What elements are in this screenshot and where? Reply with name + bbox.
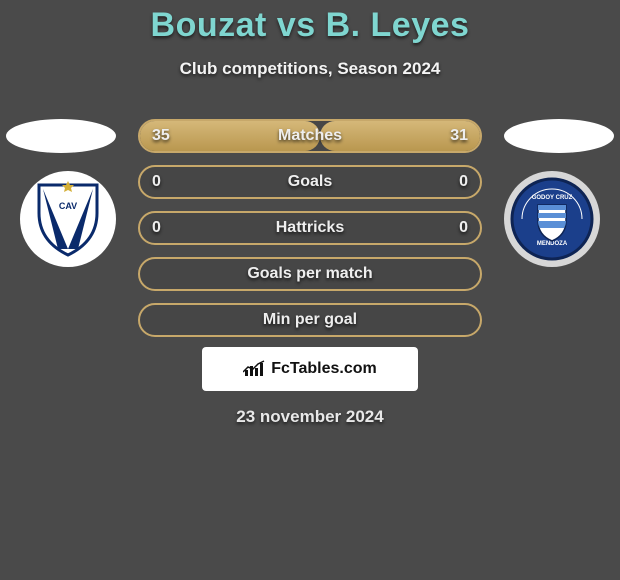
velez-crest-icon: CAV [33, 179, 103, 259]
stat-label: Min per goal [263, 311, 357, 329]
watermark-text: FcTables.com [271, 360, 377, 378]
player-right-avatar-placeholder [504, 119, 614, 153]
club-badge-left: CAV [20, 171, 116, 267]
stats-area: CAV GODOY CRUZ MENDOZA 35 M [0, 119, 620, 339]
stat-value-right: 31 [450, 127, 468, 145]
stat-label: Hattricks [276, 219, 344, 237]
stat-bar-goals-per-match: Goals per match [138, 257, 482, 291]
stat-value-left: 0 [152, 219, 161, 237]
svg-text:CAV: CAV [59, 201, 77, 211]
stat-value-right: 0 [459, 173, 468, 191]
stat-value-right: 0 [459, 219, 468, 237]
godoy-crest-icon: GODOY CRUZ MENDOZA [508, 175, 596, 263]
subtitle: Club competitions, Season 2024 [0, 59, 620, 79]
svg-text:MENDOZA: MENDOZA [537, 241, 568, 247]
stats-card: Bouzat vs B. Leyes Club competitions, Se… [0, 0, 620, 580]
svg-text:GODOY CRUZ: GODOY CRUZ [532, 195, 573, 201]
bar-chart-icon [243, 360, 265, 378]
watermark: FcTables.com [202, 347, 418, 391]
club-badge-right: GODOY CRUZ MENDOZA [504, 171, 600, 267]
stat-label: Matches [278, 127, 342, 145]
date-label: 23 november 2024 [0, 407, 620, 427]
page-title: Bouzat vs B. Leyes [0, 6, 620, 45]
stat-value-left: 35 [152, 127, 170, 145]
stat-bars: 35 Matches 31 0 Goals 0 0 Hattricks 0 [138, 119, 482, 337]
stat-bar-goals: 0 Goals 0 [138, 165, 482, 199]
stat-value-left: 0 [152, 173, 161, 191]
stat-bar-hattricks: 0 Hattricks 0 [138, 211, 482, 245]
stat-label: Goals per match [247, 265, 372, 283]
stat-bar-min-per-goal: Min per goal [138, 303, 482, 337]
player-left-avatar-placeholder [6, 119, 116, 153]
stat-label: Goals [288, 173, 332, 191]
stat-bar-matches: 35 Matches 31 [138, 119, 482, 153]
